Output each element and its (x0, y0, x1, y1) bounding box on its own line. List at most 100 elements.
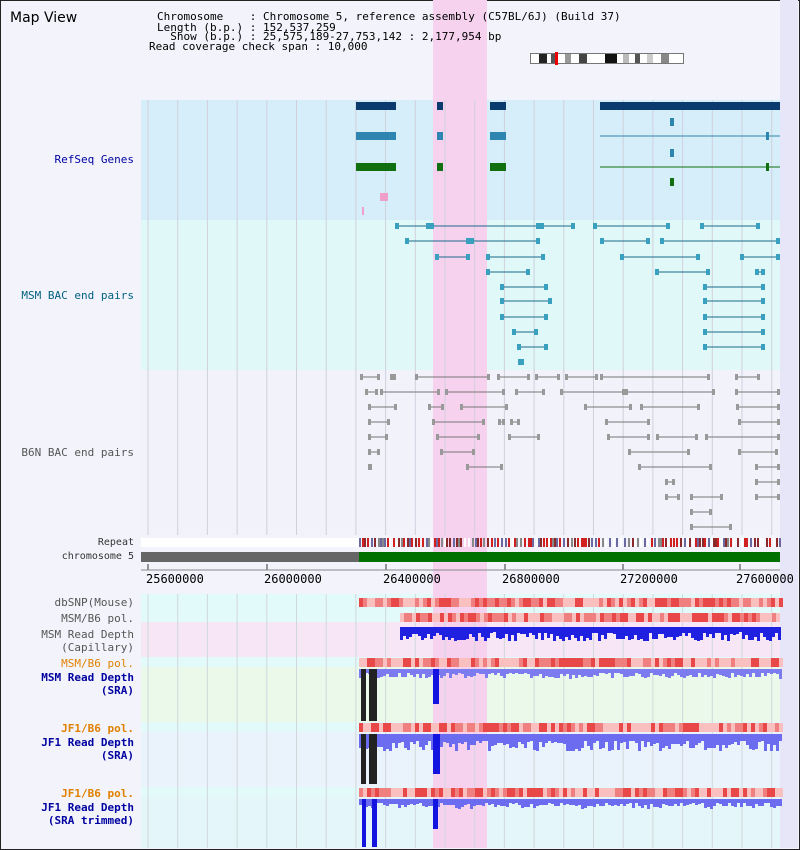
msm-b6-pol-bin (544, 613, 548, 622)
track-label-msm-b6-pol[interactable]: MSM/B6 pol. (61, 612, 134, 625)
msm-depth-bar (698, 669, 701, 673)
jf1-trim-depth-bar (629, 799, 632, 803)
repeat-block (640, 538, 642, 547)
capillary-depth-bar (562, 627, 565, 641)
track-label-jf1-depth-trimmed[interactable]: JF1 Read Depth (SRA trimmed) (41, 801, 134, 827)
repeat-block (458, 538, 460, 547)
jf1-depth-bar (428, 734, 431, 741)
dbsnp-bin (507, 598, 511, 607)
msm-depth-bar (629, 669, 632, 676)
msm-depth-bar (572, 669, 575, 675)
repeat-block (382, 538, 384, 547)
msm-depth-bar (539, 669, 542, 674)
jf1-depth-bar (557, 734, 560, 743)
axis-tick-label: 26400000 (383, 572, 441, 586)
jf1-b6-pol-bin (367, 723, 371, 732)
bac-end (385, 434, 388, 440)
dbsnp-bin (483, 598, 487, 607)
jf1-b6-pol-bin (771, 723, 775, 732)
dbsnp-bin (727, 598, 731, 607)
msm-depth-bar (369, 669, 377, 721)
bac-end (761, 314, 765, 320)
jf1-b6-pol-bin (411, 723, 415, 732)
capillary-depth-bar (538, 627, 541, 633)
bac-end (536, 223, 540, 229)
highlight-region (433, 0, 487, 848)
msm-depth-bar (590, 669, 593, 677)
bac-end (390, 374, 393, 380)
msm-b6-pol-bin (691, 658, 695, 667)
repeat-block (583, 538, 585, 547)
jf1-trim-depth-bar (662, 799, 665, 804)
jf1-trim-depth-bar (668, 799, 671, 806)
msm-depth-bar (677, 669, 680, 675)
track-label-msm-b6-pol-sra[interactable]: MSM/B6 pol. (61, 657, 134, 670)
capillary-depth-bar (457, 627, 460, 640)
jf1-depth-bar (467, 734, 470, 750)
repeat-block (651, 538, 653, 547)
capillary-depth-bar (601, 627, 604, 635)
track-label-msm-depth-capillary[interactable]: MSM Read Depth (Capillary) (41, 628, 134, 654)
repeat-block (540, 538, 542, 547)
track-label-dbsnp[interactable]: dbSNP(Mouse) (54, 596, 134, 609)
dbsnp-bin (647, 598, 651, 607)
jf1-trim-depth-bar (512, 799, 515, 804)
repeat-block (695, 538, 697, 547)
repeat-block (367, 538, 369, 547)
msm-b6-pol-bin (515, 658, 519, 667)
repeat-block (431, 538, 433, 547)
track-label-jf1-depth-sra[interactable]: JF1 Read Depth (SRA) (41, 736, 134, 762)
repeat-block (613, 538, 615, 547)
chromosome-ideogram[interactable] (530, 52, 684, 65)
capillary-depth-bar (577, 627, 580, 641)
jf1-depth-bar (719, 734, 722, 751)
jf1-b6-pol-bin (467, 723, 471, 732)
capillary-depth-bar (640, 627, 643, 639)
jf1-b6-pol-bin (391, 723, 395, 732)
track-label-b6n-bac[interactable]: B6N BAC end pairs (21, 446, 134, 459)
msm-depth-bar (656, 669, 659, 675)
repeat-block (689, 538, 691, 547)
repeat-block (762, 538, 764, 547)
jf1-trim-depth-bar (590, 799, 593, 806)
msm-b6-pol-bin (607, 658, 611, 667)
bac-end (656, 434, 659, 440)
track-label-jf1-b6-pol[interactable]: JF1/B6 pol. (61, 722, 134, 735)
track-label-jf1-b6-pol-trimmed[interactable]: JF1/B6 pol. (61, 787, 134, 800)
jf1-b6-pol-bin (427, 788, 431, 797)
bac-end (517, 344, 521, 350)
capillary-depth-bar (694, 627, 697, 640)
repeat-block (769, 538, 771, 547)
track-label-refseq[interactable]: RefSeq Genes (54, 153, 134, 166)
track-label-chromosome[interactable]: chromosome 5 (61, 551, 134, 562)
repeat-block (581, 538, 583, 547)
track-label-msm-bac[interactable]: MSM BAC end pairs (21, 289, 134, 302)
jf1-b6-pol-bin (539, 723, 543, 732)
msm-depth-bar (704, 669, 707, 675)
jf1-b6-pol-bin (523, 723, 527, 732)
dbsnp-bin (579, 598, 583, 607)
jf1-b6-pol-bin (659, 788, 663, 797)
jf1-b6-pol-bin (699, 723, 703, 732)
jf1-depth-bar (530, 734, 533, 741)
msm-b6-pol-bin (675, 658, 679, 667)
dbsnp-bin (451, 598, 455, 607)
track-label-msm-depth-sra[interactable]: MSM Read Depth (SRA) (41, 671, 134, 697)
dbsnp-bin (743, 598, 747, 607)
msm-b6-pol-bin (399, 658, 403, 667)
jf1-depth-bar (662, 734, 665, 748)
gene-feature (356, 132, 396, 140)
msm-b6-pol-bin (496, 613, 500, 622)
msm-b6-pol-bin (603, 658, 607, 667)
msm-depth-bar (746, 669, 749, 674)
jf1-b6-pol-bin (675, 788, 679, 797)
track-label-repeat[interactable]: Repeat (97, 537, 134, 548)
jf1-trim-depth-bar (614, 799, 617, 805)
capillary-depth-bar (769, 627, 772, 641)
bac-end (620, 254, 624, 260)
jf1-b6-pol-bin (543, 788, 547, 797)
repeat-block (667, 538, 669, 547)
capillary-depth-bar (703, 627, 706, 633)
msm-depth-bar (662, 669, 665, 674)
